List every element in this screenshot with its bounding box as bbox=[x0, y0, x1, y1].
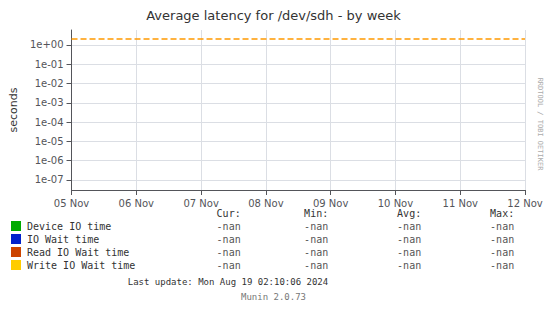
svg-text:1e-05: 1e-05 bbox=[35, 136, 64, 147]
svg-text:-nan: -nan bbox=[397, 221, 421, 232]
svg-text:-nan: -nan bbox=[217, 260, 241, 271]
svg-text:1e-01: 1e-01 bbox=[35, 59, 64, 70]
svg-text:-nan: -nan bbox=[490, 221, 514, 232]
svg-text:1e-03: 1e-03 bbox=[35, 97, 64, 108]
svg-text:1e-06: 1e-06 bbox=[35, 155, 64, 166]
svg-text:Avg:: Avg: bbox=[397, 208, 421, 219]
svg-text:-nan: -nan bbox=[304, 234, 328, 245]
svg-text:09 Nov: 09 Nov bbox=[313, 198, 349, 209]
svg-text:05 Nov: 05 Nov bbox=[54, 198, 90, 209]
svg-text:-nan: -nan bbox=[217, 221, 241, 232]
svg-text:08 Nov: 08 Nov bbox=[248, 198, 284, 209]
svg-text:06 Nov: 06 Nov bbox=[119, 198, 155, 209]
svg-text:-nan: -nan bbox=[217, 247, 241, 258]
svg-text:RRDTOOL / TOBI OETIKER: RRDTOOL / TOBI OETIKER bbox=[536, 78, 544, 172]
svg-text:11 Nov: 11 Nov bbox=[443, 198, 479, 209]
svg-text:Read IO Wait time: Read IO Wait time bbox=[27, 247, 129, 258]
svg-text:10 Nov: 10 Nov bbox=[378, 198, 414, 209]
svg-text:Munin 2.0.73: Munin 2.0.73 bbox=[241, 292, 306, 302]
svg-text:-nan: -nan bbox=[304, 260, 328, 271]
svg-text:-nan: -nan bbox=[304, 247, 328, 258]
svg-text:-nan: -nan bbox=[397, 260, 421, 271]
svg-text:-nan: -nan bbox=[490, 260, 514, 271]
svg-text:IO Wait time: IO Wait time bbox=[27, 234, 99, 245]
svg-text:1e-02: 1e-02 bbox=[35, 78, 64, 89]
svg-text:Write IO Wait time: Write IO Wait time bbox=[27, 260, 135, 271]
svg-text:-nan: -nan bbox=[217, 234, 241, 245]
svg-text:seconds: seconds bbox=[7, 87, 20, 132]
svg-text:Min:: Min: bbox=[304, 208, 328, 219]
svg-text:1e-07: 1e-07 bbox=[35, 174, 64, 185]
svg-text:1e-04: 1e-04 bbox=[35, 117, 64, 128]
svg-text:Cur:: Cur: bbox=[217, 208, 241, 219]
svg-text:12 Nov: 12 Nov bbox=[507, 198, 543, 209]
svg-text:Last update: Mon Aug 19 02:10:: Last update: Mon Aug 19 02:10:06 2024 bbox=[128, 277, 328, 287]
svg-text:-nan: -nan bbox=[304, 221, 328, 232]
svg-text:1e+00: 1e+00 bbox=[30, 39, 64, 50]
svg-text:Average latency for /dev/sdh -: Average latency for /dev/sdh - by week bbox=[146, 8, 401, 23]
svg-text:-nan: -nan bbox=[490, 247, 514, 258]
svg-text:Device IO time: Device IO time bbox=[27, 221, 111, 232]
svg-text:Max:: Max: bbox=[490, 208, 514, 219]
svg-text:-nan: -nan bbox=[490, 234, 514, 245]
svg-text:-nan: -nan bbox=[397, 247, 421, 258]
svg-text:07 Nov: 07 Nov bbox=[183, 198, 219, 209]
svg-text:-nan: -nan bbox=[397, 234, 421, 245]
